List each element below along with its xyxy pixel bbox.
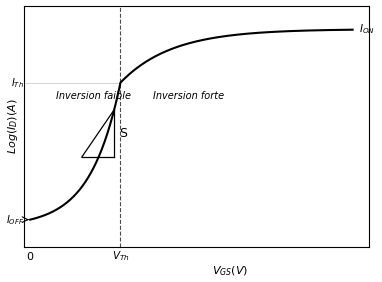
Text: S: S	[119, 127, 127, 140]
Text: $I_{OFF}$: $I_{OFF}$	[6, 213, 24, 226]
Text: $V_{GS}(V)$: $V_{GS}(V)$	[212, 265, 248, 278]
Text: $0$: $0$	[26, 250, 34, 262]
Text: $I_{ON}$: $I_{ON}$	[359, 22, 375, 36]
Y-axis label: $Log(I_D)(A)$: $Log(I_D)(A)$	[6, 99, 19, 154]
Text: Inversion forte: Inversion forte	[153, 91, 224, 101]
Text: $I_{Th}$: $I_{Th}$	[11, 76, 24, 89]
Text: Inversion faible: Inversion faible	[56, 91, 131, 101]
Text: $V_{Th}$: $V_{Th}$	[112, 250, 129, 263]
